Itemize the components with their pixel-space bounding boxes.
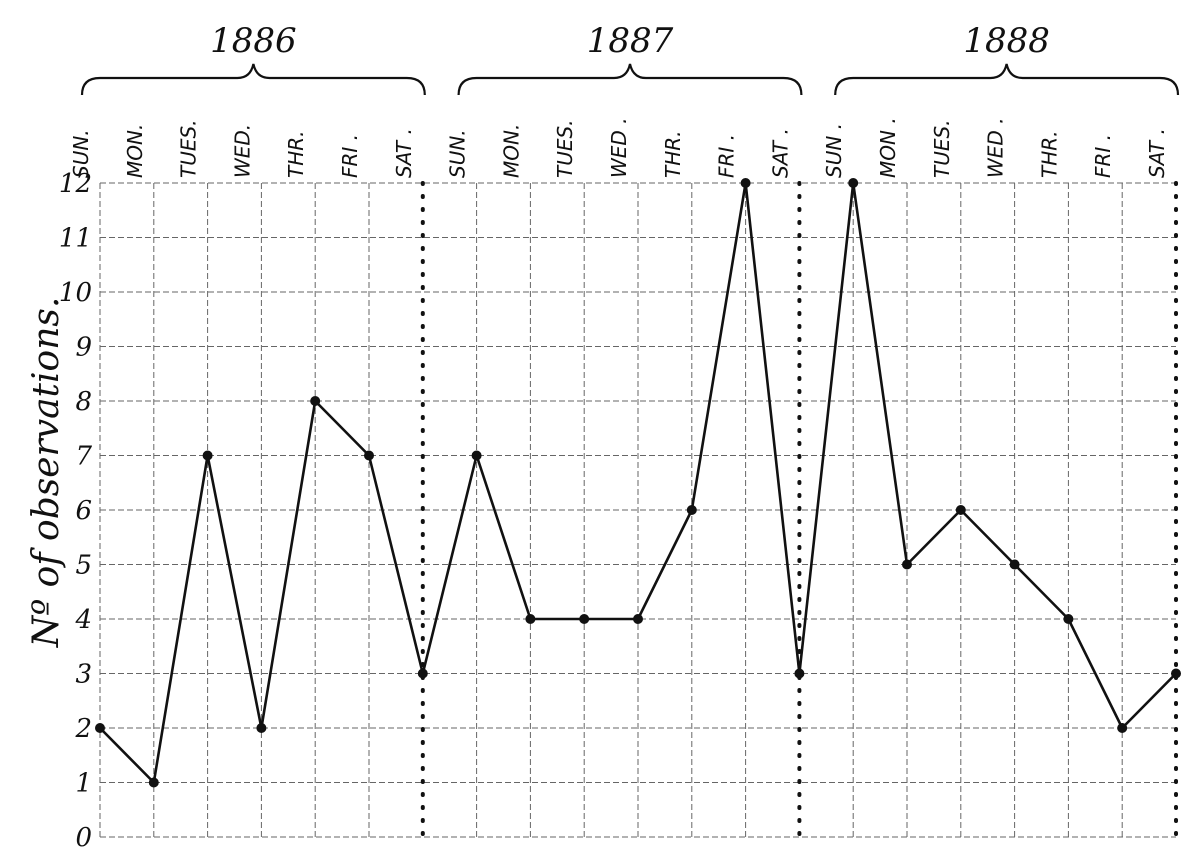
data-point-10 bbox=[633, 614, 643, 624]
day-label-1888-3: WED . bbox=[984, 117, 1008, 178]
y-tick-7: 7 bbox=[75, 442, 92, 472]
year-label-1886: 1886 bbox=[210, 21, 297, 61]
y-axis-label: Nº of observations. bbox=[26, 297, 67, 649]
data-point-3 bbox=[256, 723, 267, 733]
data-point-6 bbox=[417, 668, 428, 679]
data-point-5 bbox=[364, 450, 374, 461]
year-labels: 1886 1887 1888 bbox=[210, 21, 1050, 61]
day-label-1888-0: SUN . bbox=[822, 123, 846, 178]
y-tick-0: 0 bbox=[75, 823, 92, 853]
data-point-14 bbox=[848, 178, 859, 188]
data-point-20 bbox=[1171, 668, 1181, 679]
data-point-16 bbox=[955, 505, 966, 515]
day-label-1887-3: WED . bbox=[607, 117, 631, 178]
data-point-11 bbox=[686, 505, 697, 515]
data-point-7 bbox=[471, 450, 482, 461]
day-label-1887-0: SUN. bbox=[446, 129, 470, 178]
data-point-2 bbox=[202, 450, 213, 461]
day-label-1888-6: SAT . bbox=[1145, 128, 1169, 178]
year-label-1888: 1888 bbox=[963, 21, 1050, 61]
day-label-1888-4: THR. bbox=[1037, 130, 1061, 178]
day-label-1886-4: THR. bbox=[284, 130, 308, 178]
y-tick-1: 1 bbox=[75, 769, 92, 799]
data-point-9 bbox=[579, 614, 590, 624]
y-tick-9: 9 bbox=[75, 333, 92, 363]
data-point-17 bbox=[1009, 559, 1020, 570]
brace-1886 bbox=[80, 63, 426, 96]
week-separators bbox=[420, 181, 1178, 843]
day-label-1887-6: SAT . bbox=[768, 128, 792, 178]
y-tick-2: 2 bbox=[74, 714, 92, 744]
day-label-1887-4: THR. bbox=[661, 130, 685, 178]
day-label-1886-3: WED. bbox=[230, 124, 254, 178]
y-tick-6: 6 bbox=[75, 496, 92, 526]
data-point-19 bbox=[1117, 723, 1128, 733]
y-tick-8: 8 bbox=[75, 387, 92, 417]
brace-1888 bbox=[834, 63, 1180, 96]
day-label-1888-5: FRI . bbox=[1091, 134, 1115, 178]
y-tick-11: 11 bbox=[59, 224, 92, 254]
day-label-1886-5: FRI . bbox=[338, 134, 362, 178]
data-point-12 bbox=[740, 178, 751, 188]
y-tick-3: 3 bbox=[75, 660, 92, 690]
brace-1887 bbox=[457, 63, 803, 96]
day-label-1887-5: FRI . bbox=[715, 134, 739, 178]
data-point-18 bbox=[1063, 614, 1074, 624]
day-label-1888-2: TUES. bbox=[930, 119, 954, 178]
y-tick-10: 10 bbox=[59, 278, 92, 308]
year-braces bbox=[80, 63, 1180, 96]
day-label-1886-1: MON. bbox=[123, 124, 147, 178]
data-point-1 bbox=[148, 777, 159, 788]
data-point-0 bbox=[95, 723, 105, 733]
day-label-1888-1: MON . bbox=[876, 117, 900, 178]
day-label-1887-1: MON. bbox=[499, 124, 523, 178]
day-label-1886-0: SUN. bbox=[69, 129, 93, 178]
data-point-4 bbox=[310, 396, 321, 406]
data-point-15 bbox=[902, 559, 912, 570]
data-point-13 bbox=[794, 668, 805, 679]
y-tick-5: 5 bbox=[75, 551, 92, 581]
day-label-1886-6: SAT . bbox=[392, 128, 416, 178]
grid bbox=[99, 182, 1176, 838]
day-label-1886-2: TUES. bbox=[177, 119, 201, 178]
y-tick-12: 12 bbox=[59, 169, 92, 199]
y-tick-4: 4 bbox=[74, 605, 92, 635]
day-label-1887-2: TUES. bbox=[553, 119, 577, 178]
year-label-1887: 1887 bbox=[587, 21, 674, 61]
data-points bbox=[95, 178, 1181, 788]
day-labels: SUN. MON. TUES. WED. THR. FRI . SAT . SUN. MON. T… bbox=[69, 117, 1169, 178]
data-point-8 bbox=[525, 614, 536, 624]
